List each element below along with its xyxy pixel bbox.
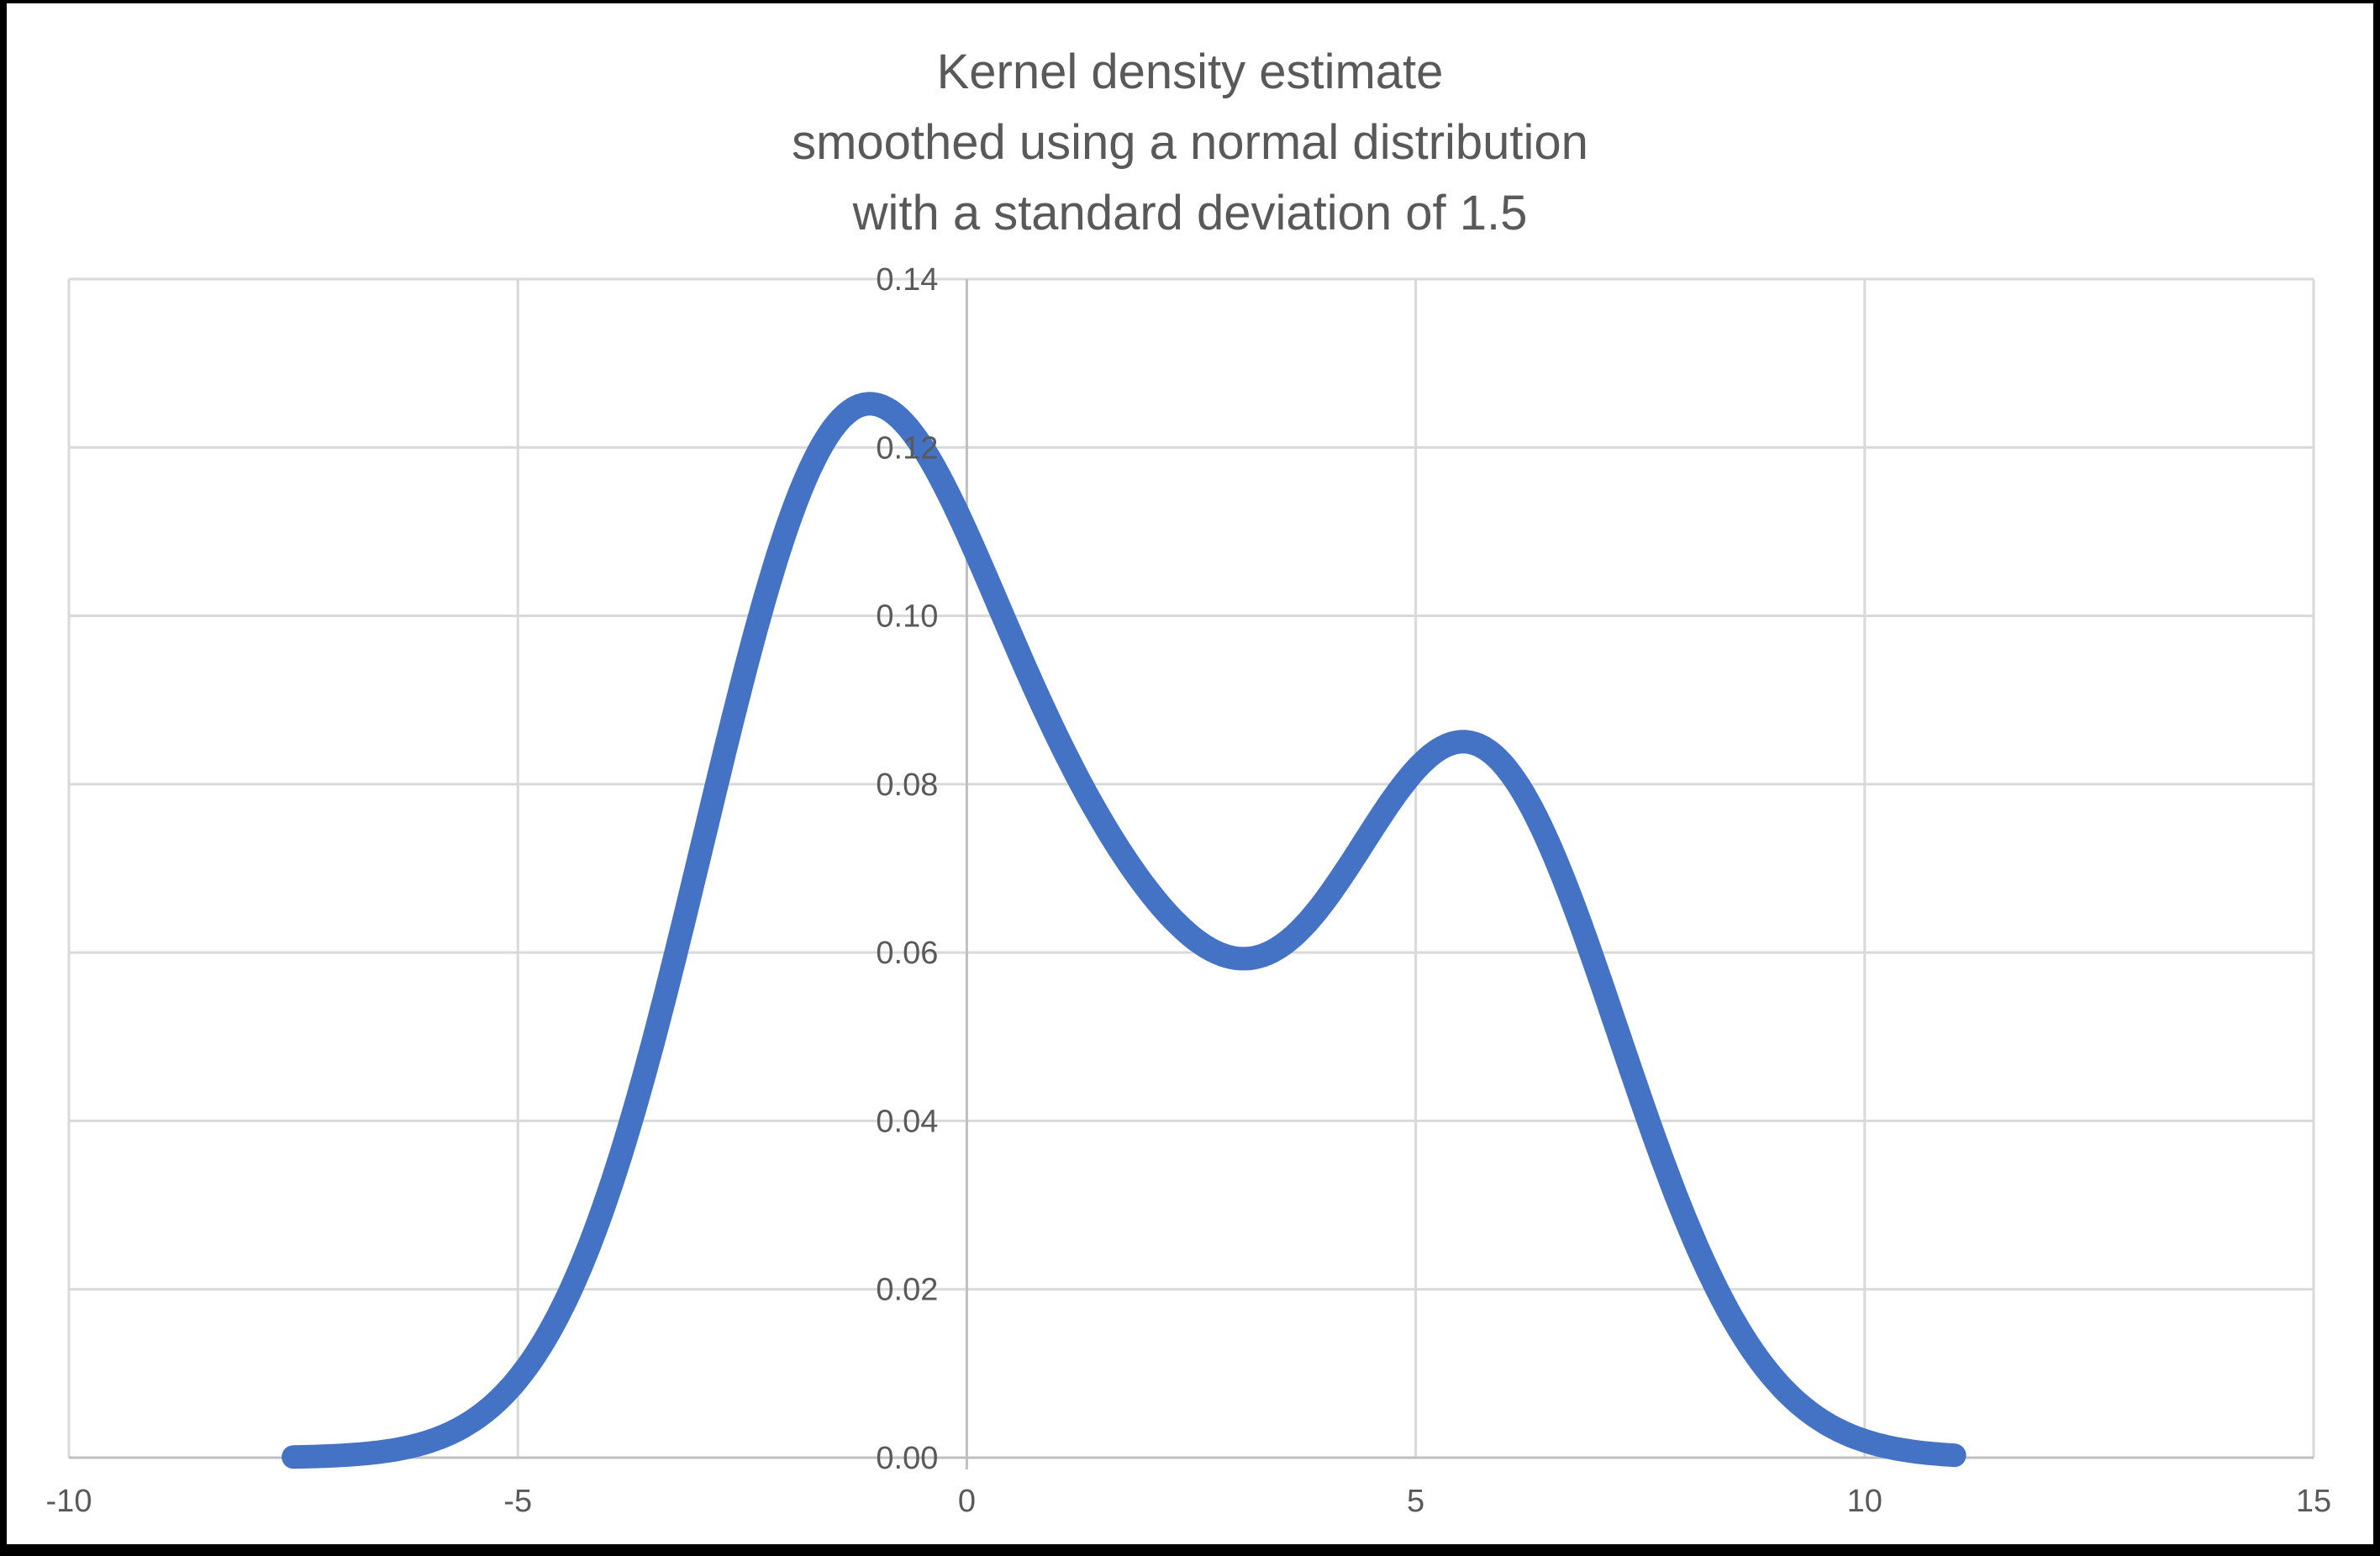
y-axis-tick-label: 0.08 [876,767,938,803]
y-axis-tick-label: 0.04 [876,1104,938,1139]
y-axis-tick-label: 0.14 [876,262,938,298]
chart-area: Kernel density estimate smoothed using a… [7,3,2373,1544]
chart-title-line-3: with a standard deviation of 1.5 [852,186,1528,240]
y-axis-tick-label: 0.12 [876,430,938,466]
x-axis-tick-label: -10 [46,1484,92,1519]
kde-curve [282,392,1967,1469]
chart-title: Kernel density estimate smoothed using a… [7,37,2373,249]
chart-title-line-2: smoothed using a normal distribution [792,115,1588,170]
x-axis-tick-label: 15 [2296,1484,2331,1519]
x-axis-tick-label: 10 [1847,1484,1882,1519]
y-axis-tick-label: 0.00 [876,1441,938,1476]
x-axis-tick-label: -5 [503,1484,532,1519]
plot-area: 0.00 0.02 0.04 0.06 0.08 0.10 0.12 0.14 -10 -5 0 5 1… [46,262,2332,1519]
y-axis-tick-label: 0.06 [876,936,938,971]
x-axis-tick-label: 0 [958,1484,976,1519]
y-axis-tick-label: 0.10 [876,599,938,635]
x-axis-tick-label: 5 [1407,1484,1424,1519]
chart-title-line-1: Kernel density estimate [936,45,1444,99]
y-axis-tick-label: 0.02 [876,1273,938,1308]
